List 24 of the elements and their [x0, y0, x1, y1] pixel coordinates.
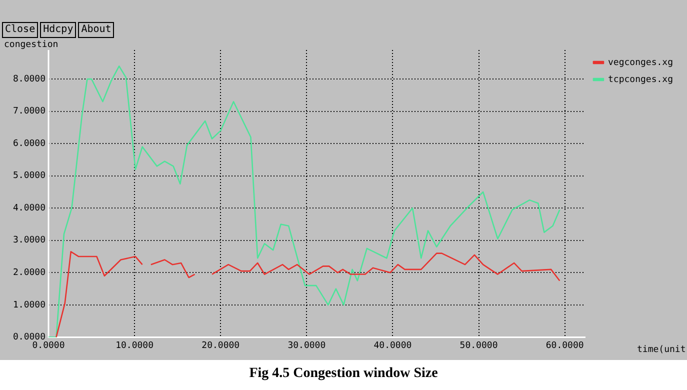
x-tick-label: 20.0000 [202, 340, 240, 351]
y-tick-label: 8.0000 [12, 74, 46, 84]
x-tick-label: 10.0000 [116, 340, 154, 351]
legend-label: tcpconges.xg [608, 74, 674, 85]
y-tick-label: 2.0000 [12, 268, 46, 278]
y-axis-title: congestion [4, 40, 58, 50]
text: About [78, 22, 114, 38]
y-tick-label: 5.0000 [12, 171, 46, 182]
y-tick-label: 0.0000 [12, 332, 46, 343]
text: time(unit [637, 345, 686, 355]
text: Close [2, 22, 38, 38]
y-tick-label: 4.0000 [12, 203, 46, 214]
y-tick-label: 6.0000 [12, 138, 46, 149]
caption: Fig 4.5 Congestion window Size [248, 366, 439, 382]
text: Hdcpy [40, 22, 76, 38]
x-tick-label: 60.0000 [546, 340, 584, 351]
y-tick-label: 7.0000 [12, 106, 46, 117]
y-tick-label: 1.0000 [12, 300, 46, 310]
legend-label: vegconges.xg [608, 58, 674, 68]
x-tick-label: 40.0000 [374, 340, 412, 351]
x-tick-label: 30.0000 [288, 340, 326, 351]
x-tick-label: 50.0000 [460, 340, 498, 351]
y-tick-label: 3.0000 [12, 236, 46, 246]
x-tick-label: 0.0000 [32, 340, 65, 351]
